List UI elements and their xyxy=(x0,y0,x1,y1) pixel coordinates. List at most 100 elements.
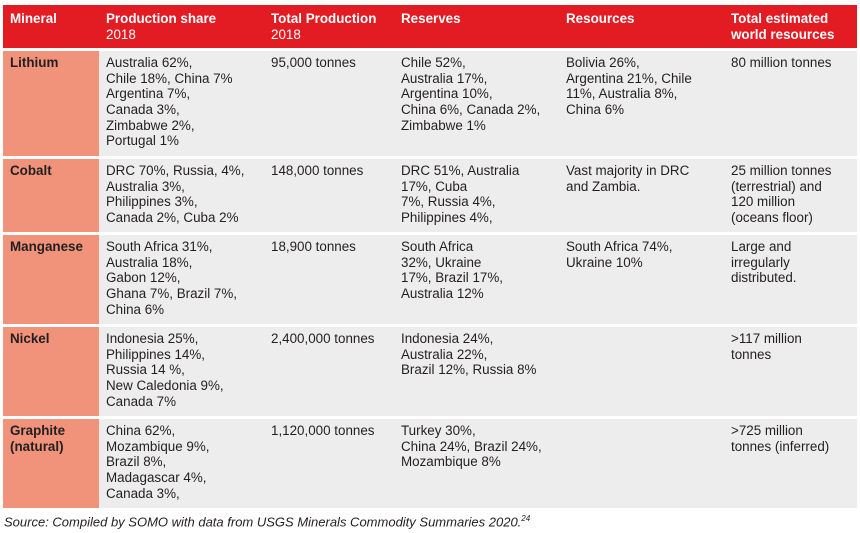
header-mineral: Mineral xyxy=(3,5,99,49)
cell-text-line: Australia 18%, xyxy=(106,254,193,270)
cell-text-line: Gabon 12%, xyxy=(106,270,181,286)
cell-text-line: South Africa 74%, xyxy=(566,239,673,255)
cell-text-line: South Africa 31%, xyxy=(106,239,213,255)
mineral-cell: Lithium xyxy=(3,48,99,157)
cell-text-line: Canada 7% xyxy=(106,393,176,409)
cell-text-line: irregularly xyxy=(731,254,790,270)
production-share-cell: Indonesia 25%, Philippines 14%, Russia 14 … xyxy=(99,324,264,417)
source-text: Source: Compiled by SOMO with data from … xyxy=(4,514,522,530)
cell-text-line: DRC 51%, Australia xyxy=(401,163,520,179)
cell-text-line: China 6% xyxy=(106,301,165,317)
mineral-cell: Graphite (natural) xyxy=(3,416,99,509)
cell-text-line: 32%, Ukraine xyxy=(401,254,482,270)
cell-text-line: Chile 18%, China 7% xyxy=(106,70,233,86)
cell-text-line: Australia 62%, xyxy=(106,55,193,71)
cell-text-line: Ukraine 10% xyxy=(566,254,643,270)
header-title: Resources xyxy=(566,11,635,26)
cell-text-line: Chile 52%, xyxy=(401,55,466,71)
cell-text-line: 17%, Brazil 17%, xyxy=(401,270,503,286)
cell-text-line: Russia 14 %, xyxy=(106,362,185,378)
total-production-cell: 95,000 tonnes xyxy=(264,48,394,157)
resources-cell: Vast majority in DRC and Zambia. xyxy=(559,156,724,233)
cell-text-line: Australia 12% xyxy=(401,285,484,301)
cell-text-line: China 6%, Canada 2%, xyxy=(401,101,541,117)
reserves-cell: South Africa 32%, Ukraine 17%, Brazil 17%,… xyxy=(394,232,559,325)
header-title: Production share xyxy=(106,11,217,26)
cell-text-line: and Zambia. xyxy=(566,178,641,194)
production-share-cell: South Africa 31%, Australia 18%, Gabon 12%… xyxy=(99,232,264,325)
cell-text-line: >725 million xyxy=(731,423,803,439)
cell-text-line: Zimbabwe 1% xyxy=(401,117,486,133)
cell-text-line: Vast majority in DRC xyxy=(566,163,690,179)
header-total-production: Total Production 2018 xyxy=(264,5,394,49)
cell-text-line: Philippines 3%, xyxy=(106,194,198,210)
total-production-cell: 1,120,000 tonnes xyxy=(264,416,394,509)
cell-text-line: South Africa xyxy=(401,239,474,255)
cell-text-line: Mozambique 8% xyxy=(401,454,501,470)
world-resources-cell: 80 million tonnes xyxy=(724,48,857,157)
header-production-share: Production share 2018 xyxy=(99,5,264,49)
mineral-cell: Cobalt xyxy=(3,156,99,233)
cell-text-line: China 62%, xyxy=(106,423,176,439)
cell-text-line: New Caledonia 9%, xyxy=(106,377,224,393)
world-resources-cell: Large and irregularly distributed. xyxy=(724,232,857,325)
header-row: Mineral Production share 2018 Total Produ… xyxy=(3,5,857,49)
world-resources-cell: >117 million tonnes xyxy=(724,324,857,417)
cell-text-line: Philippines 4%, xyxy=(401,209,493,225)
cell-text-line: Madagascar 4%, xyxy=(106,469,207,485)
cell-text-line: 95,000 tonnes xyxy=(271,55,356,71)
cell-text-line: Indonesia 25%, xyxy=(106,331,199,347)
resources-cell xyxy=(559,416,724,509)
cell-text-line: Zimbabwe 2%, xyxy=(106,117,195,133)
total-production-cell: 2,400,000 tonnes xyxy=(264,324,394,417)
cell-text-line: Indonesia 24%, xyxy=(401,331,494,347)
cell-text-line: Nickel xyxy=(10,331,50,347)
header-title: Reserves xyxy=(401,11,461,26)
header-title: Total Production xyxy=(271,11,377,26)
cell-text-line: Portugal 1% xyxy=(106,133,179,149)
world-resources-cell: 25 million tonnes (terrestrial) and 120 mi… xyxy=(724,156,857,233)
cell-text-line: 7%, Russia 4%, xyxy=(401,194,496,210)
cell-text-line: China 6% xyxy=(566,101,625,117)
table-body: Lithium Australia 62%, Chile 18%, China 7%… xyxy=(3,48,857,509)
world-resources-cell: >725 million tonnes (inferred) xyxy=(724,416,857,509)
reserves-cell: Indonesia 24%, Australia 22%, Brazil 12%, … xyxy=(394,324,559,417)
cell-text-line: Bolivia 26%, xyxy=(566,55,640,71)
cell-text-line: (oceans floor) xyxy=(731,209,813,225)
cell-text-line: Ghana 7%, Brazil 7%, xyxy=(106,285,237,301)
cell-text-line: Graphite xyxy=(10,423,66,439)
cell-text-line: Australia 3%, xyxy=(106,178,185,194)
header-subtitle: 2018 xyxy=(271,26,301,42)
header-reserves: Reserves xyxy=(394,5,559,49)
cell-text-line: tonnes xyxy=(731,346,772,362)
table-header: Mineral Production share 2018 Total Produ… xyxy=(3,5,857,49)
header-world-resources: Total estimated world resources xyxy=(724,5,857,49)
mineral-cell: Manganese xyxy=(3,232,99,325)
cell-text-line: Australia 17%, xyxy=(401,70,488,86)
cell-text-line: Canada 3%, xyxy=(106,485,180,501)
cell-text-line: Argentina 10%, xyxy=(401,86,493,102)
production-share-cell: DRC 70%, Russia, 4%, Australia 3%, Philipp… xyxy=(99,156,264,233)
header-title: Total estimated xyxy=(731,11,829,26)
cell-text-line: Philippines 14%, xyxy=(106,346,206,362)
cell-text-line: 25 million tonnes xyxy=(731,163,832,179)
cell-text-line: 148,000 tonnes xyxy=(271,163,364,179)
resources-cell xyxy=(559,324,724,417)
production-share-cell: Australia 62%, Chile 18%, China 7% Argenti… xyxy=(99,48,264,157)
cell-text-line: Lithium xyxy=(10,55,59,71)
cell-text-line: Brazil 8%, xyxy=(106,454,167,470)
resources-cell: Bolivia 26%, Argentina 21%, Chile 11%, Aus… xyxy=(559,48,724,157)
reserves-cell: Turkey 30%, China 24%, Brazil 24%, Mozambi… xyxy=(394,416,559,509)
cell-text-line: Canada 3%, xyxy=(106,101,180,117)
cell-text-line: (natural) xyxy=(10,438,64,454)
cell-text-line: distributed. xyxy=(731,270,797,286)
cell-text-line: Turkey 30%, xyxy=(401,423,476,439)
cell-text-line: Large and xyxy=(731,239,792,255)
cell-text-line: 1,120,000 tonnes xyxy=(271,423,375,439)
table-row: Manganese South Africa 31%, Australia 18%,… xyxy=(3,232,857,325)
cell-text-line: (terrestrial) and xyxy=(731,178,822,194)
cell-text-line: Canada 2%, Cuba 2% xyxy=(106,209,239,225)
cell-text-line: Mozambique 9%, xyxy=(106,438,210,454)
cell-text-line: 80 million tonnes xyxy=(731,55,832,71)
